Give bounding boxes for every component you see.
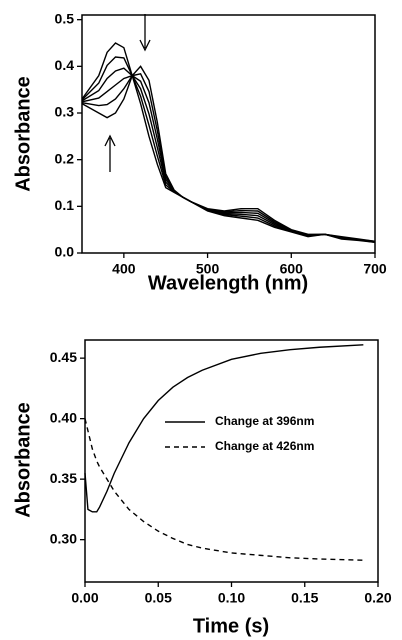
y-tick-label: 0.40 (50, 409, 77, 425)
series-line (84, 418, 364, 561)
x-tick-label: 0.05 (145, 590, 172, 606)
plot-frame (84, 339, 379, 583)
y-tick-label: 0.0 (55, 244, 75, 260)
x-axis-title: Wavelength (nm) (148, 272, 308, 294)
legend-label: Change at 396nm (215, 414, 314, 428)
y-tick-label: 0.4 (55, 57, 75, 73)
y-tick-label: 0.2 (55, 150, 75, 166)
y-tick-label: 0.5 (55, 10, 75, 26)
y-tick-label: 0.3 (55, 104, 75, 120)
y-tick-label: 0.45 (50, 349, 77, 365)
y-axis-title: Absorbance (12, 402, 34, 518)
arrows (104, 14, 151, 172)
x-tick-label: 0.20 (364, 590, 391, 606)
y-tick-label: 0.35 (50, 470, 77, 486)
legend-label: Change at 426nm (215, 439, 314, 453)
x-tick-label: 700 (363, 261, 387, 277)
y-tick-label: 0.30 (50, 530, 77, 546)
y-tick-label: 0.1 (55, 197, 75, 213)
series-line (81, 42, 376, 243)
x-tick-label: 400 (112, 261, 136, 277)
x-tick-label: 500 (196, 261, 220, 277)
x-axis-title: Time (s) (193, 615, 269, 637)
plot-frame (81, 14, 376, 254)
x-tick-label: 600 (280, 261, 304, 277)
series-line (84, 344, 364, 513)
x-tick-label: 0.10 (218, 590, 245, 606)
x-tick-label: 0.15 (291, 590, 318, 606)
arrow-head (104, 134, 116, 147)
x-tick-label: 0.00 (71, 590, 98, 606)
arrow-head (139, 39, 151, 52)
y-axis-title: Absorbance (12, 76, 34, 192)
